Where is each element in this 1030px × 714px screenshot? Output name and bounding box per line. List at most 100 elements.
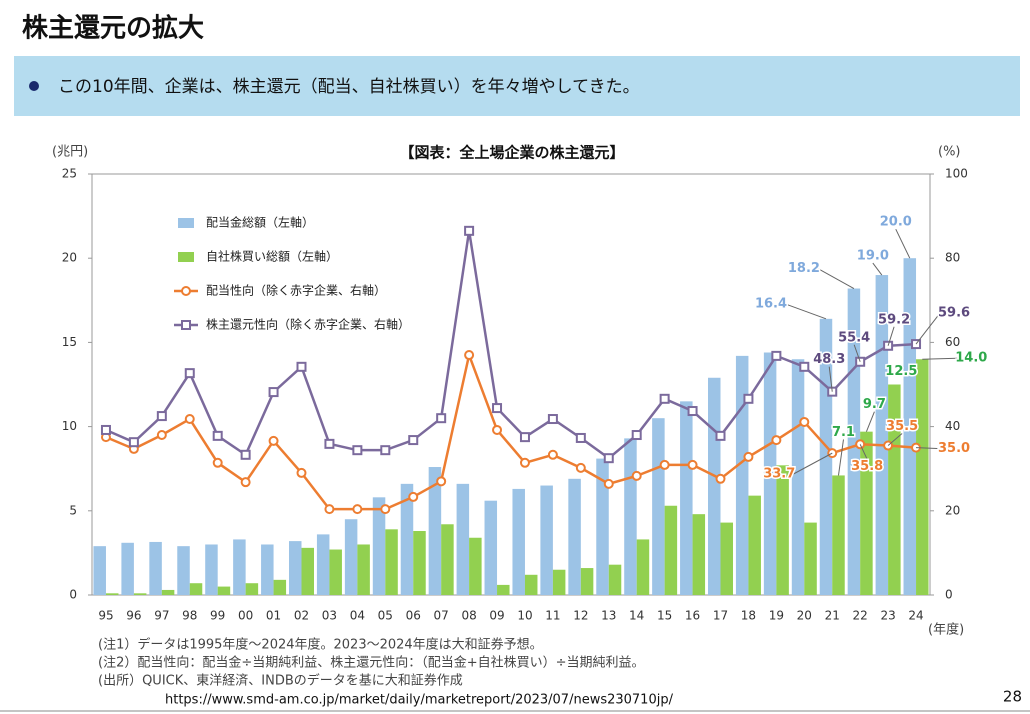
x-tick-label: 22 [853, 609, 868, 623]
data-label: 7.1 [832, 425, 855, 440]
bar [428, 467, 442, 595]
marker [184, 414, 195, 425]
marker [687, 459, 698, 470]
data-label: 16.4 [755, 296, 787, 311]
marker [324, 438, 335, 449]
data-label: 33.7 [763, 467, 795, 482]
marker [659, 393, 670, 404]
x-tick-label: 24 [908, 609, 923, 623]
bar [385, 529, 398, 595]
marker [743, 393, 754, 404]
marker [603, 453, 614, 464]
y2-tick-label: 80 [945, 251, 960, 265]
bar [596, 458, 609, 595]
data-label: 9.7 [863, 397, 886, 412]
y2-tick-label: 0 [945, 588, 953, 602]
marker [771, 435, 782, 446]
bar [273, 579, 287, 595]
bar [456, 483, 470, 595]
bar [301, 547, 314, 595]
bar [608, 564, 622, 595]
x-tick-label: 15 [657, 609, 672, 623]
bar [497, 584, 510, 595]
y2-tick-label: 40 [945, 419, 960, 433]
chart-title: 【図表：全上場企業の株主還元】 [399, 144, 624, 162]
marker [575, 432, 586, 443]
marker [212, 430, 223, 441]
bar [233, 539, 246, 595]
bar [776, 465, 789, 595]
bullet-dot [29, 81, 39, 91]
leader-line [817, 268, 855, 289]
note: (注2）配当性向：配当金÷当期純利益、株主還元性向：（配当金+自社株買い）÷当期… [98, 655, 645, 671]
bar [568, 478, 581, 595]
marker [492, 424, 503, 435]
note: (出所）QUICK、東洋経済、INDBのデータを基に大和証券作成 [98, 673, 463, 689]
marker [128, 437, 139, 448]
bar [484, 500, 498, 595]
bar [357, 544, 370, 595]
marker [547, 414, 558, 425]
legend-swatch [178, 252, 194, 262]
legend-marker [181, 320, 191, 330]
bar [875, 275, 889, 595]
x-tick-label: 04 [350, 609, 365, 623]
x-tick-label: 16 [685, 609, 700, 623]
bar [344, 519, 358, 595]
source-url: https://www.smd-am.co.jp/market/daily/ma… [165, 693, 674, 708]
leader-line [828, 366, 833, 392]
data-label: 48.3 [813, 352, 845, 367]
x-tick-label: 20 [797, 609, 812, 623]
bar [636, 539, 650, 595]
marker [715, 473, 726, 484]
legend-marker [181, 286, 191, 296]
x-tick-label: 98 [182, 609, 197, 623]
y-tick-label: 15 [62, 335, 77, 349]
leader-line [922, 357, 958, 360]
x-tick-label: 13 [601, 609, 616, 623]
marker [659, 459, 670, 470]
marker [380, 504, 391, 515]
x-tick-label: 00 [238, 609, 253, 623]
bar [177, 546, 190, 595]
bar [832, 475, 845, 595]
x-tick-label: 10 [517, 609, 532, 623]
bar [133, 593, 147, 595]
bar [261, 544, 274, 595]
leader-line [865, 411, 875, 432]
bar [289, 541, 302, 595]
marker [715, 430, 726, 441]
marker [296, 361, 307, 372]
x-tick-label: 14 [629, 609, 644, 623]
bar [763, 352, 777, 595]
marker [464, 225, 475, 236]
bar [121, 542, 134, 595]
marker [519, 457, 530, 468]
bar [916, 359, 929, 595]
marker [547, 449, 558, 460]
bar [540, 485, 553, 595]
x-tick-label: 02 [294, 609, 309, 623]
y-tick-label: 5 [69, 503, 77, 517]
x-tick-label: 96 [126, 609, 141, 623]
marker [771, 350, 782, 361]
bar [512, 488, 525, 595]
y-tick-label: 20 [62, 251, 77, 265]
marker [743, 451, 754, 462]
marker [268, 387, 279, 398]
x-axis-label: (年度) [928, 622, 964, 638]
page-number: 28 [1003, 688, 1022, 706]
x-tick-label: 07 [434, 609, 449, 623]
bar [189, 583, 203, 595]
marker [436, 476, 447, 487]
marker [575, 462, 586, 473]
marker [436, 413, 447, 424]
marker [464, 350, 475, 361]
data-label: 59.6 [938, 306, 970, 321]
bar [93, 546, 106, 595]
leader-line [895, 228, 911, 259]
data-label: 35.5 [886, 419, 918, 434]
data-label: 12.5 [885, 364, 917, 379]
bar [860, 431, 873, 595]
bar [720, 522, 733, 595]
